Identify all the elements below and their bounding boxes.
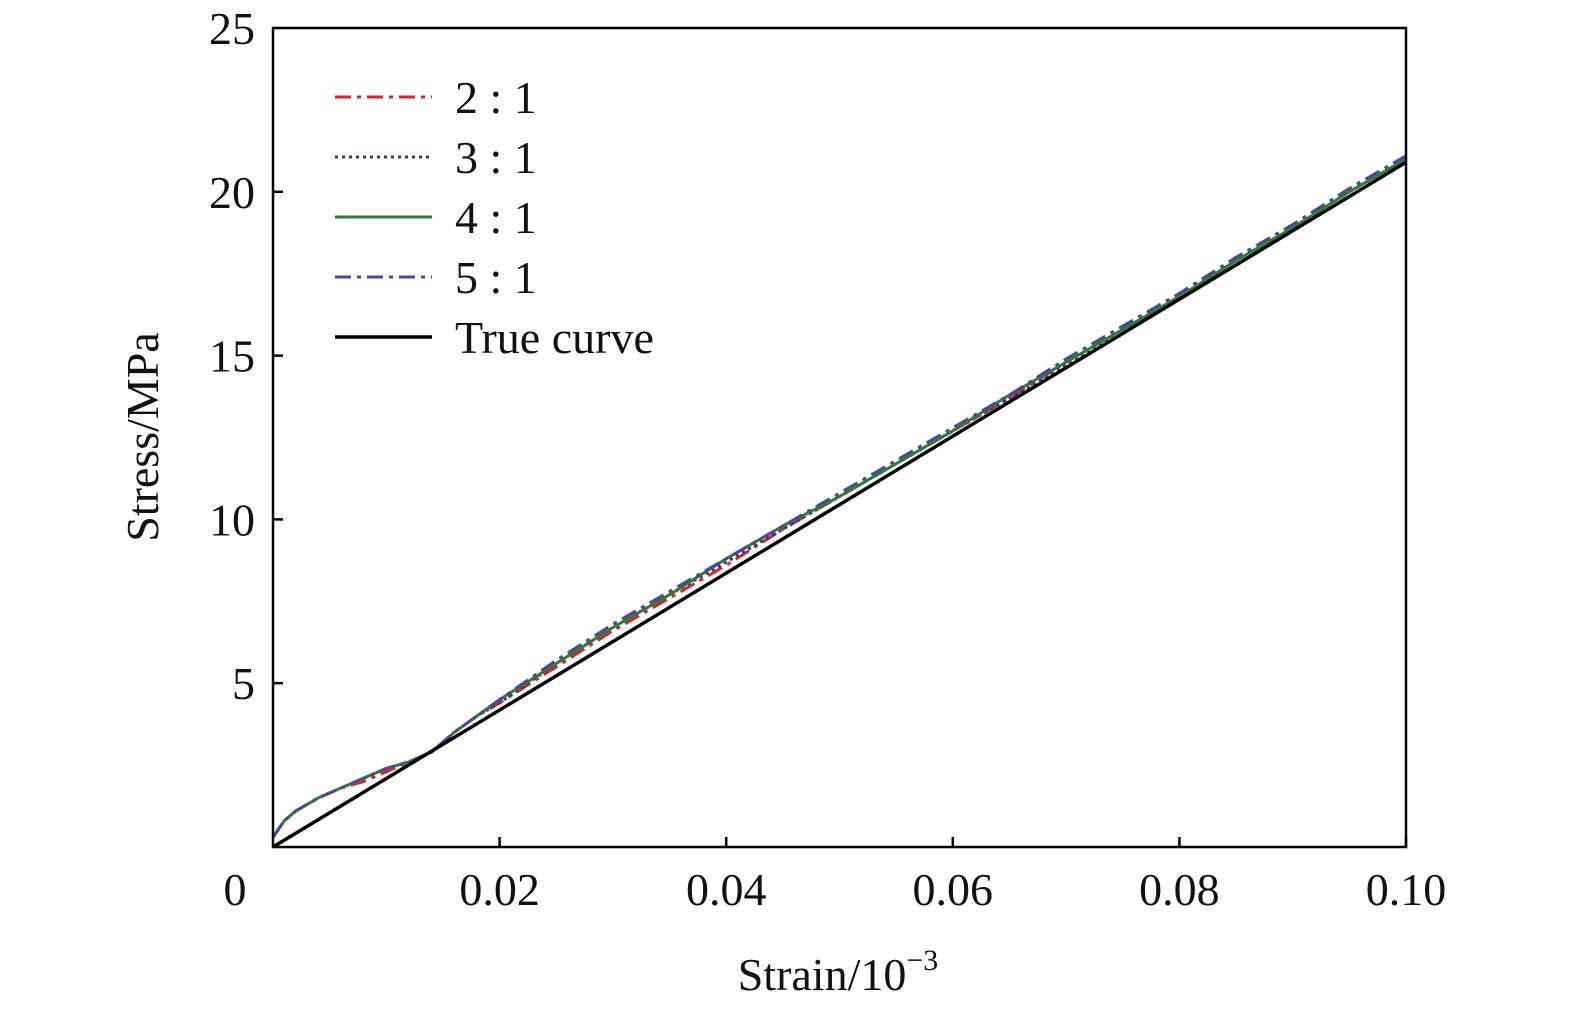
- x-tick-label: 0.02: [459, 864, 540, 915]
- legend-label-1: 2 : 1: [455, 72, 537, 123]
- y-tick-label: 25: [209, 3, 255, 54]
- y-axis-title: Stress/MPa: [117, 332, 168, 542]
- y-tick-label: 20: [209, 167, 255, 218]
- legend-label-5: True curve: [455, 312, 654, 363]
- plot-frame: [271, 26, 1408, 849]
- x-tick-label: 0: [224, 864, 247, 915]
- ticks-layer: 0 0.02 0.04 0.06 0.08 0.10 5 10 15 20 25: [209, 3, 1446, 915]
- series-line-3: [271, 157, 1407, 839]
- legend-label-2: 3 : 1: [455, 132, 537, 183]
- y-tick-label: 10: [209, 494, 255, 545]
- legend-label-4: 5 : 1: [455, 252, 537, 303]
- y-tick-label: 15: [209, 331, 255, 382]
- x-tick-label: 0.06: [913, 864, 994, 915]
- y-tick-label: 5: [232, 658, 255, 709]
- x-axis-title: Strain/10−3: [738, 944, 939, 1000]
- series-layer: [271, 154, 1407, 849]
- x-tick-label: 0.08: [1139, 864, 1220, 915]
- series-line-4: [271, 154, 1407, 839]
- legend: 2 : 1 3 : 1 4 : 1 5 : 1 True curve: [335, 72, 654, 363]
- series-line-5: [272, 160, 1407, 849]
- x-tick-label: 0.10: [1366, 864, 1447, 915]
- legend-label-3: 4 : 1: [455, 192, 537, 243]
- x-tick-label: 0.04: [686, 864, 767, 915]
